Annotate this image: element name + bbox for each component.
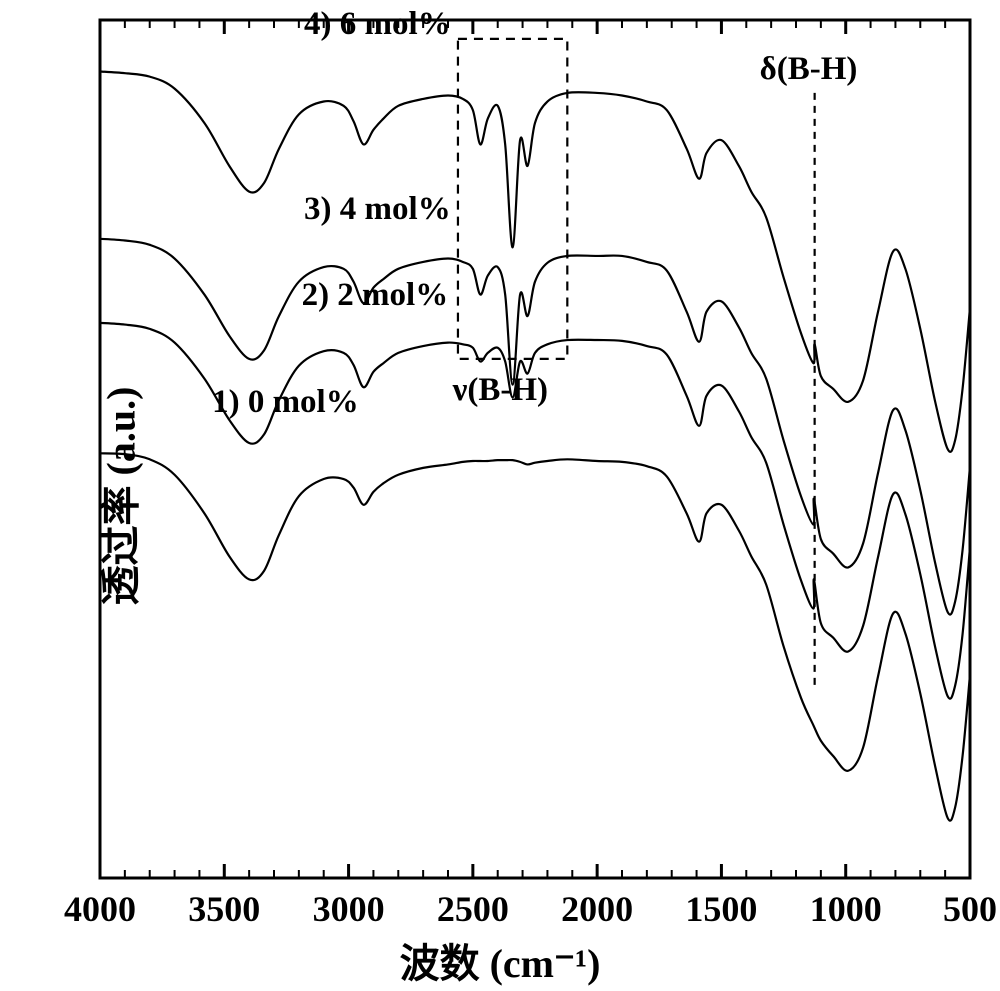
series-label-s4: 4) 6 mol% bbox=[251, 6, 451, 43]
series-label-s1: 1) 0 mol% bbox=[159, 384, 359, 421]
x-tick-label: 2500 bbox=[428, 888, 518, 930]
x-tick-label: 500 bbox=[925, 888, 1000, 930]
x-tick-label: 3000 bbox=[304, 888, 394, 930]
series-label-s3: 3) 4 mol% bbox=[251, 191, 451, 228]
ftir-spectra-chart: 透过率 (a.u.) 波数 (cm⁻¹) 4000 3500 3000 2500 200… bbox=[0, 0, 1000, 991]
spectrum-s1 bbox=[100, 453, 970, 820]
x-axis-title: 波数 (cm⁻¹) bbox=[400, 931, 601, 989]
delta-BH-label: δ(B-H) bbox=[760, 51, 858, 88]
x-tick-label: 4000 bbox=[55, 888, 145, 930]
nu-BH-label: ν(B-H) bbox=[453, 372, 548, 409]
x-tick-label: 3500 bbox=[179, 888, 269, 930]
x-tick-label: 1500 bbox=[676, 888, 766, 930]
y-axis-title: 透过率 (a.u.) bbox=[88, 386, 146, 605]
nu-BH-box bbox=[458, 39, 567, 359]
series-label-s2: 2) 2 mol% bbox=[248, 277, 448, 314]
x-tick-label: 2000 bbox=[552, 888, 642, 930]
axes-frame bbox=[100, 20, 970, 878]
x-tick-label: 1000 bbox=[801, 888, 891, 930]
plot-svg bbox=[0, 0, 1000, 991]
